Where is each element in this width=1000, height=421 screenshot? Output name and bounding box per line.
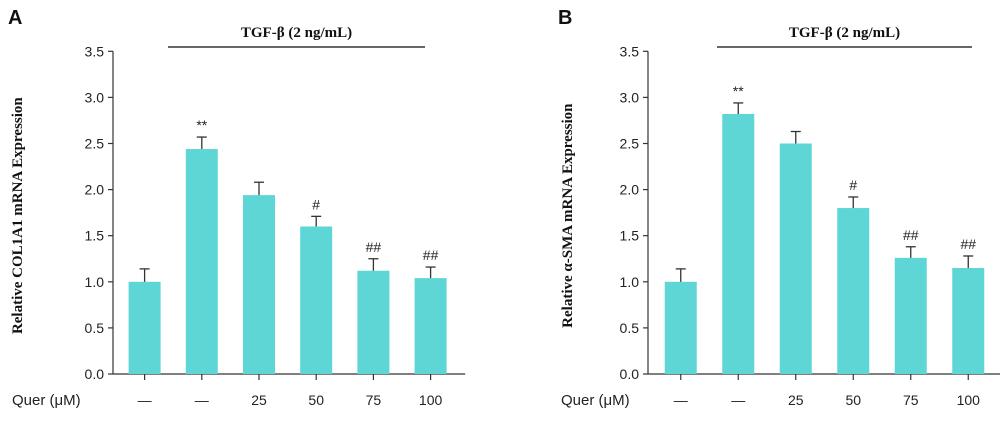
panel-letter: A: [8, 7, 22, 29]
treatment-label: TGF-β (2 ng/mL): [241, 25, 352, 41]
bar: [357, 270, 390, 374]
bar: [837, 208, 870, 374]
y-tick-label: 1.5: [620, 228, 640, 244]
y-tick-label: 1.5: [85, 228, 105, 244]
x-tick-label: 25: [788, 392, 804, 408]
y-tick-label: 1.0: [85, 274, 105, 290]
bar: [414, 278, 447, 374]
y-axis-label: Relative α-SMA mRNA Expression: [560, 103, 576, 328]
y-tick-label: 3.5: [620, 43, 640, 59]
treatment-label: TGF-β (2 ng/mL): [789, 25, 900, 41]
x-row-label: Quer (μM): [561, 392, 630, 409]
bar: [243, 195, 275, 374]
x-tick-label: —: [674, 392, 688, 408]
x-row-label: Quer (μM): [12, 392, 81, 409]
y-tick-label: 0.5: [620, 320, 640, 336]
bar: [664, 281, 697, 374]
chart-panel-a: A TGF-β (2 ng/mL) Relative COL1A1 mRNA Exp…: [8, 7, 466, 409]
y-tick-label: 0.5: [85, 320, 105, 336]
x-tick-label: —: [731, 392, 745, 408]
significance-label: #: [849, 177, 857, 193]
x-tick-label: 50: [308, 392, 324, 408]
panel-letter: B: [558, 7, 572, 29]
significance-label: ##: [423, 247, 439, 263]
x-tick-label: 100: [419, 392, 443, 408]
bar: [128, 281, 161, 374]
x-tick-label: —: [138, 392, 152, 408]
y-tick-label: 3.0: [85, 89, 105, 105]
significance-label: ##: [903, 227, 919, 243]
y-tick-label: 2.5: [85, 136, 105, 152]
significance-label: **: [733, 83, 744, 99]
x-tick-label: 100: [957, 392, 981, 408]
y-tick-label: 0.0: [85, 366, 105, 382]
y-tick-label: 0.0: [620, 366, 640, 382]
x-tick-label: 75: [366, 392, 382, 408]
significance-label: ##: [960, 236, 976, 252]
bar: [952, 267, 985, 374]
bar: [894, 257, 927, 374]
y-tick-label: 2.0: [85, 182, 105, 198]
bar: [300, 226, 333, 374]
significance-label: #: [312, 196, 320, 212]
x-tick-label: 50: [845, 392, 861, 408]
significance-label: ##: [366, 239, 382, 255]
x-tick-label: 75: [903, 392, 919, 408]
x-tick-label: —: [195, 392, 209, 408]
x-tick-label: 25: [251, 392, 267, 408]
significance-label: **: [196, 117, 207, 133]
bar: [722, 113, 755, 374]
chart-panel-b: B TGF-β (2 ng/mL) Relative α-SMA mRNA Expr…: [558, 7, 1000, 409]
bar: [779, 143, 812, 374]
y-axis-label: Relative COL1A1 mRNA Expression: [10, 97, 26, 334]
y-tick-label: 2.5: [620, 136, 640, 152]
y-tick-label: 1.0: [620, 274, 640, 290]
y-tick-label: 2.0: [620, 182, 640, 198]
y-tick-label: 3.0: [620, 89, 640, 105]
y-tick-label: 3.5: [85, 43, 105, 59]
bar: [185, 149, 218, 374]
